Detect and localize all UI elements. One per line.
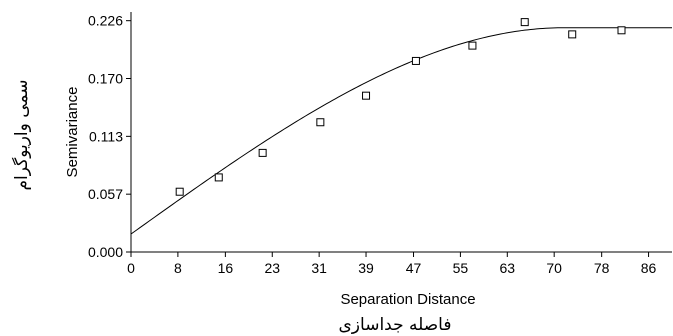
data-point: [362, 91, 371, 100]
data-point: [316, 118, 325, 127]
y-tick-label: 0.170: [88, 71, 123, 87]
x-tick-label: 63: [500, 260, 516, 276]
y-tick-label: 0.000: [88, 244, 123, 260]
data-point: [568, 30, 577, 39]
data-point: [617, 26, 626, 35]
data-point: [214, 173, 223, 182]
x-tick-label: 86: [641, 260, 657, 276]
data-points: [175, 18, 626, 196]
x-tick-label: 70: [546, 260, 562, 276]
y-ticks: 0.000 0.057 0.113 0.170 0.226: [88, 13, 131, 260]
data-point: [468, 41, 477, 50]
x-tick-label: 55: [453, 260, 469, 276]
x-ticks: 0 8 16 23 31 39 47 55 63 70 78 86: [127, 252, 657, 276]
x-tick-label: 31: [311, 260, 327, 276]
x-tick-label: 8: [174, 260, 182, 276]
data-point: [411, 56, 420, 65]
y-tick-label: 0.113: [89, 128, 123, 144]
y-tick-label: 0.226: [88, 13, 123, 29]
axes: [130, 12, 672, 253]
y-axis-title-persian: سمی واریوگرام: [11, 79, 32, 190]
x-axis-title: Separation Distance: [340, 291, 475, 308]
y-tick-label: 0.057: [88, 186, 123, 202]
x-tick-label: 47: [406, 260, 422, 276]
model-curve: [130, 27, 672, 235]
data-point: [175, 187, 184, 196]
x-tick-label: 16: [218, 260, 234, 276]
data-point: [258, 148, 267, 157]
x-tick-label: 39: [358, 260, 374, 276]
y-axis-title: Semivariance: [64, 87, 81, 178]
x-tick-label: 23: [264, 260, 280, 276]
x-tick-label: 0: [127, 260, 135, 276]
x-tick-label: 78: [594, 260, 610, 276]
data-point: [520, 18, 529, 27]
x-axis-title-persian: فاصله جداسازی: [339, 315, 452, 335]
